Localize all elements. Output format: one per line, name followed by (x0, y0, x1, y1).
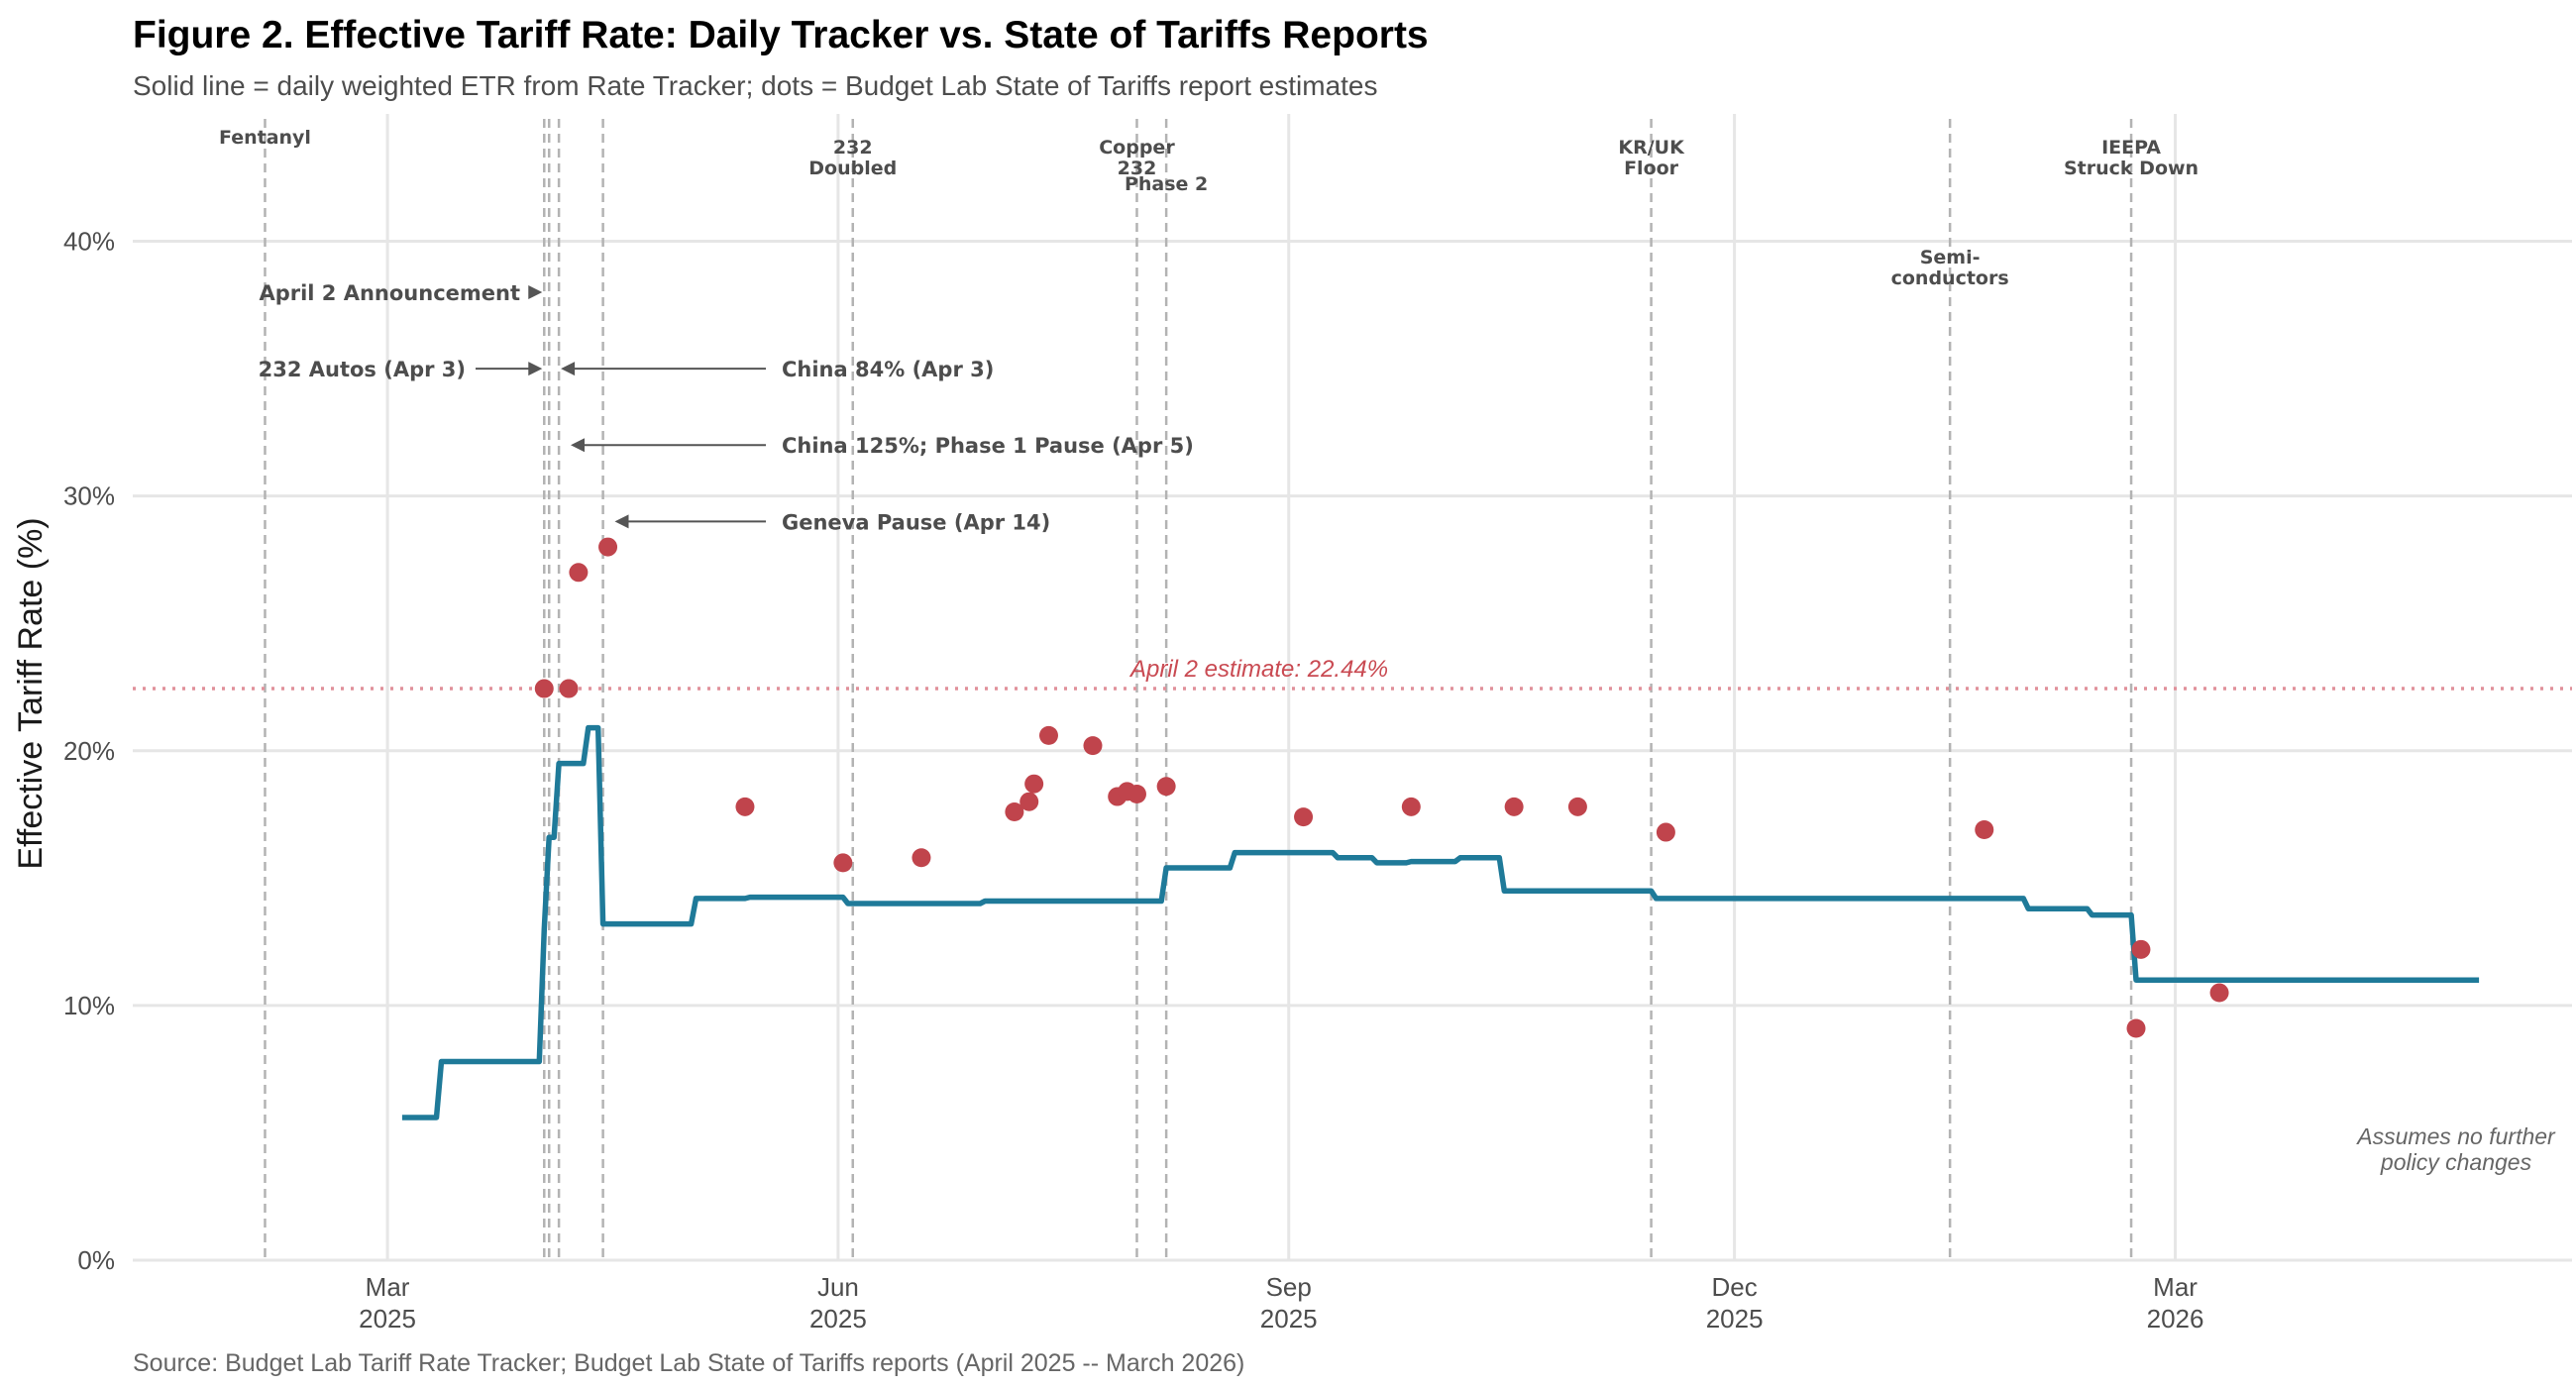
report-estimate-dot (559, 679, 579, 698)
report-estimate-dot (1005, 801, 1024, 821)
event-label: KR/UK (1618, 137, 1685, 159)
annotation-arrowhead (528, 284, 543, 299)
report-estimate-dot (569, 563, 589, 583)
report-estimate-dot (1504, 797, 1524, 816)
report-estimate-dot (1038, 725, 1058, 745)
event-label: Copper (1099, 137, 1175, 159)
y-tick-label: 30% (63, 481, 115, 511)
report-estimate-dot (1294, 807, 1314, 827)
series (401, 537, 2480, 1120)
report-estimate-dot (1656, 822, 1675, 842)
report-estimate-dot (1156, 777, 1176, 797)
report-estimate-dot (1024, 774, 1044, 794)
annotation-label: China 125%; Phase 1 Pause (Apr 5) (782, 434, 1194, 458)
event-label: Phase 2 (1125, 173, 1208, 195)
daily-etr-line (401, 724, 2480, 1120)
chart-caption: Source: Budget Lab Tariff Rate Tracker; … (133, 1349, 1244, 1377)
x-tick-label: Mar (366, 1272, 410, 1302)
chart-title: Figure 2. Effective Tariff Rate: Daily T… (133, 14, 1429, 56)
y-tick-label: 20% (63, 736, 115, 766)
report-estimate-dot (1567, 797, 1587, 816)
report-estimate-dot (735, 797, 755, 816)
event-label: Semi- (1920, 247, 1981, 268)
x-tick-label: Mar (2153, 1272, 2198, 1302)
y-tick-label: 40% (63, 227, 115, 257)
report-estimate-dot (1083, 736, 1103, 756)
x-tick-label: 2025 (1260, 1304, 1318, 1334)
annotation-label: April 2 Announcement (259, 281, 520, 305)
annotation-label: China 84% (Apr 3) (782, 358, 994, 381)
reference-line-label: April 2 estimate: 22.44% (1128, 656, 1388, 683)
annotation-arrowhead (528, 362, 543, 376)
chart-subtitle: Solid line = daily weighted ETR from Rat… (133, 70, 1378, 101)
annotation-arrowhead (570, 438, 585, 453)
annotation-label: Geneva Pause (Apr 14) (782, 510, 1050, 534)
arrow-annotations: April 2 Announcement 232 Autos (Apr 3) Chi… (259, 281, 1194, 534)
report-estimate-dot (534, 679, 554, 698)
y-axis-label: Effective Tariff Rate (%) (12, 517, 50, 869)
report-estimate-dot (1401, 797, 1421, 816)
report-estimate-dot (2126, 1018, 2146, 1038)
x-tick-label: 2025 (359, 1304, 416, 1334)
event-label: Struck Down (2064, 158, 2199, 179)
y-tick-label: 0% (77, 1245, 115, 1275)
projection-note-line: policy changes (2380, 1149, 2532, 1175)
y-tick-label: 10% (63, 991, 115, 1020)
event-label: conductors (1891, 267, 2009, 289)
report-estimate-dot (1975, 819, 1994, 839)
event-label: 232 (833, 137, 873, 159)
event-label: IEEPA (2101, 137, 2161, 159)
event-label: Doubled (808, 158, 897, 179)
annotation-arrowhead (614, 514, 629, 529)
report-estimate-dot (1127, 784, 1146, 803)
report-estimate-dot (2209, 983, 2229, 1003)
event-label: Floor (1624, 158, 1679, 179)
event-label: Fentanyl (219, 127, 311, 149)
report-estimate-dot (912, 848, 931, 868)
x-tick-label: Jun (817, 1272, 859, 1302)
event-label: 232 (1118, 158, 1157, 179)
x-tick-label: 2025 (1706, 1304, 1764, 1334)
x-tick-label: 2025 (809, 1304, 867, 1334)
report-estimate-dot (1020, 792, 1039, 811)
report-estimate-dot (2131, 939, 2151, 959)
projection-note-line: Assumes no further (2355, 1123, 2556, 1149)
x-tick-label: Dec (1711, 1272, 1757, 1302)
annotation-arrowhead (561, 362, 576, 376)
report-estimate-dot (598, 537, 618, 557)
x-tick-label: 2026 (2147, 1304, 2204, 1334)
report-estimate-dot (833, 853, 853, 873)
x-tick-label: Sep (1266, 1272, 1312, 1302)
annotation-label: 232 Autos (Apr 3) (259, 358, 466, 381)
